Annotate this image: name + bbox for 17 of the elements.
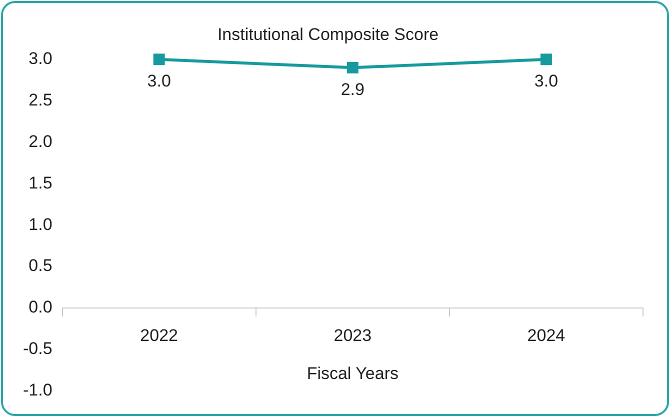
y-tick-label: 0.5 xyxy=(28,256,52,276)
data-label: 3.0 xyxy=(534,72,558,91)
x-axis-title: Fiscal Years xyxy=(306,364,398,384)
y-tick-label: 2.0 xyxy=(28,132,52,151)
x-tick-label: 2024 xyxy=(527,326,566,345)
y-tick-label: 0.0 xyxy=(28,298,52,317)
x-tick-label: 2023 xyxy=(334,326,372,345)
data-label: 2.9 xyxy=(340,80,364,99)
chart-title: Institutional Composite Score xyxy=(217,24,439,44)
y-tick-label: 2.5 xyxy=(28,90,52,110)
y-tick-label: 3.0 xyxy=(28,49,52,68)
x-tick-label: 2022 xyxy=(140,326,178,345)
y-tick-label: 1.5 xyxy=(28,173,52,192)
data-label: 3.0 xyxy=(147,72,171,91)
y-tick-label: -1.0 xyxy=(22,380,52,400)
y-tick-label: -0.5 xyxy=(22,339,52,358)
y-tick-label: 1.0 xyxy=(28,214,52,234)
